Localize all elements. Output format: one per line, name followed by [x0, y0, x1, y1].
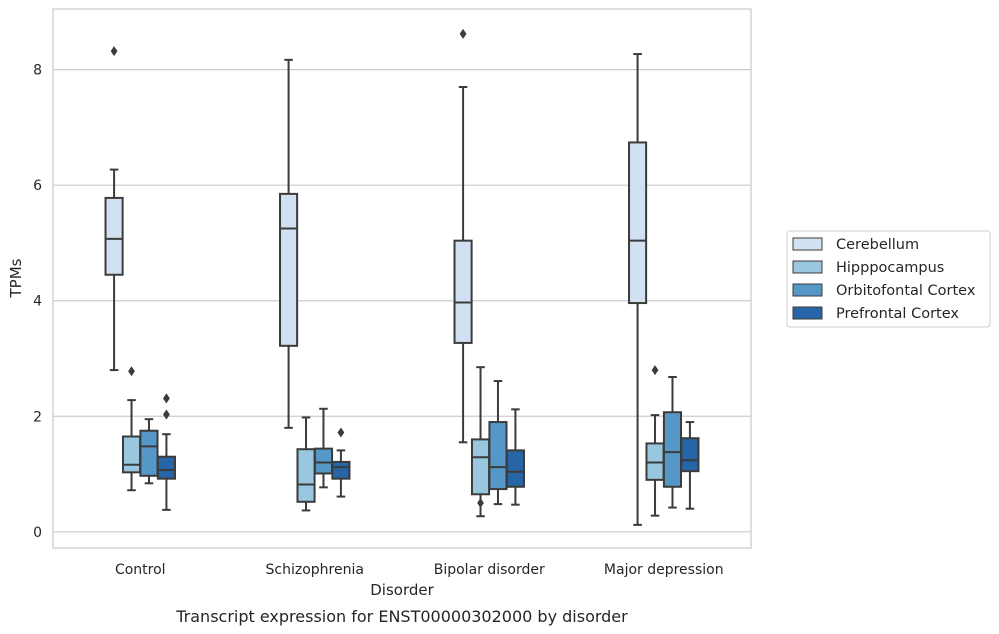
- outlier-point: [477, 497, 484, 508]
- box-iqr: [139, 429, 159, 477]
- outlier-point: [337, 427, 345, 438]
- plot-frame: [52, 8, 752, 549]
- y-tick-label: 8: [33, 63, 42, 79]
- boxes: [104, 28, 700, 526]
- box-iqr: [331, 460, 351, 480]
- x-axis-ticks: Control Schizophrenia Bipolar disorder Majo…: [115, 562, 724, 578]
- legend: Cerebellum Hipppocampus Orbitofontal Corte…: [786, 230, 991, 328]
- box-iqr: [279, 192, 299, 347]
- box-iqr: [156, 455, 176, 480]
- box-prefrontal-cortex: [156, 393, 176, 511]
- x-tick-label: Control: [115, 562, 166, 578]
- box-hipppocampus: [470, 366, 491, 518]
- box-iqr: [313, 447, 334, 475]
- x-tick-label: Bipolar disorder: [434, 562, 545, 578]
- box-cerebellum: [453, 28, 473, 444]
- outlier-point: [651, 365, 659, 376]
- box-prefrontal-cortex: [331, 427, 351, 498]
- legend-label: Cerebellum: [836, 237, 919, 253]
- y-tick-label: 0: [33, 525, 42, 541]
- box-cerebellum: [628, 53, 648, 526]
- box-hipppocampus: [121, 366, 142, 492]
- box-hipppocampus: [296, 416, 316, 512]
- outlier-point: [163, 393, 170, 404]
- box-iqr: [680, 437, 700, 473]
- y-tick-label: 6: [33, 178, 42, 194]
- box-cerebellum: [104, 46, 124, 372]
- legend-swatch: [792, 283, 823, 297]
- legend-label: Prefrontal Cortex: [836, 306, 959, 322]
- legend-swatch: [792, 306, 823, 320]
- box-iqr: [296, 448, 316, 503]
- box-iqr: [121, 435, 142, 474]
- outlier-point: [110, 46, 118, 57]
- box-iqr: [505, 449, 525, 488]
- box-iqr: [453, 239, 473, 344]
- chart-caption: Transcript expression for ENST0000030200…: [175, 607, 628, 626]
- legend-frame: [786, 230, 991, 328]
- box-iqr: [628, 141, 648, 305]
- box-prefrontal-cortex: [680, 421, 700, 510]
- y-tick-label: 2: [33, 409, 42, 425]
- box-iqr: [662, 411, 683, 488]
- outlier-point: [459, 28, 467, 39]
- y-axis-ticks: 0 2 4 6 8: [33, 63, 42, 541]
- legend-swatch: [792, 260, 823, 274]
- box-hipppocampus: [645, 365, 665, 517]
- legend-swatch: [792, 237, 823, 251]
- outlier-point: [163, 409, 170, 420]
- box-iqr: [104, 196, 124, 276]
- box-orbitofontal-cortex: [139, 418, 159, 485]
- box-orbitofontal-cortex: [488, 380, 508, 506]
- x-tick-label: Schizophrenia: [266, 562, 364, 578]
- outlier-point: [128, 366, 135, 377]
- box-cerebellum: [279, 58, 299, 429]
- y-tick-label: 4: [33, 294, 42, 310]
- box-iqr: [488, 421, 508, 491]
- y-axis-title: TPMs: [7, 258, 25, 298]
- box-iqr: [470, 438, 491, 496]
- legend-label: Orbitofontal Cortex: [836, 283, 976, 299]
- x-tick-label: Major depression: [604, 562, 724, 578]
- legend-label: Hipppocampus: [836, 260, 944, 276]
- box-prefrontal-cortex: [505, 408, 525, 506]
- x-axis-title: Disorder: [370, 581, 434, 599]
